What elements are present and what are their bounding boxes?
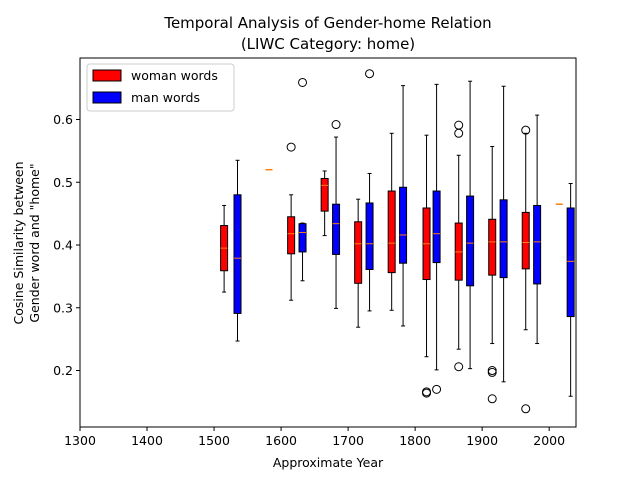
woman-box-1915 [487, 145, 497, 404]
y-tick-label: 0.4 [53, 238, 73, 253]
legend-frame [86, 63, 235, 112]
woman-box-rect [387, 190, 396, 274]
legend-swatch-man [92, 91, 122, 104]
man-box-1982 [533, 114, 542, 345]
man-box-1682 [331, 120, 341, 309]
legend-swatch-woman [92, 69, 122, 82]
x-axis-label: Approximate Year [273, 455, 384, 470]
man-box-1535 [233, 159, 242, 342]
x-tick-label: 1900 [466, 433, 498, 448]
woman-box-1715 [354, 198, 363, 328]
woman-outlier-point [487, 366, 497, 376]
chart-title-line2: (LIWC Category: home) [241, 35, 415, 53]
plot-area [220, 69, 575, 414]
legend-label-woman: woman words [131, 68, 218, 83]
man-box-2032 [566, 183, 575, 397]
woman-outlier-point [454, 362, 464, 372]
x-tick-label: 1700 [332, 433, 364, 448]
man-box-1732 [365, 69, 375, 312]
y-tick-label: 0.5 [53, 175, 73, 190]
man-box-rect [233, 194, 242, 314]
man-box-1832 [432, 83, 442, 394]
woman-box-1865 [454, 120, 464, 372]
man-box-rect [566, 207, 575, 318]
man-box-1932 [499, 85, 508, 383]
woman-outlier-point [422, 387, 432, 397]
woman-outlier-point [454, 120, 464, 130]
man-outlier-point [365, 69, 375, 79]
legend-label-man: man words [131, 90, 200, 105]
legend: woman words man words [86, 63, 235, 112]
x-tick-label: 1300 [64, 433, 96, 448]
y-axis-label-line2: Gender word and "home" [27, 163, 42, 322]
woman-box-1817 [422, 134, 432, 398]
woman-outlier-point [286, 142, 296, 152]
woman-outlier-point [487, 394, 497, 404]
man-outlier-point [432, 384, 442, 394]
woman-box-1515 [220, 204, 229, 293]
woman-outlier-point [454, 128, 464, 138]
x-tick-label: 1600 [265, 433, 297, 448]
y-tick-label: 0.3 [53, 300, 73, 315]
axis-ticks: 1300 1400 1500 1600 1700 1800 1900 2000 0.2 0.3 0.… [53, 112, 565, 448]
man-box-rect [399, 186, 408, 264]
woman-box-rect [287, 216, 296, 255]
man-box-rect [466, 195, 475, 287]
y-tick-label: 0.6 [53, 112, 73, 127]
man-box-rect [499, 199, 508, 279]
y-axis-label-line1: Cosine Similarity between [11, 161, 26, 324]
woman-outlier-point [521, 125, 531, 135]
axes-frame [79, 57, 577, 428]
x-tick-label: 1800 [399, 433, 431, 448]
woman-box-1765 [387, 132, 396, 311]
x-tick-label: 1400 [131, 433, 163, 448]
woman-box-rect [354, 221, 363, 284]
woman-box-rect [488, 218, 497, 276]
man-box-rect [533, 204, 542, 285]
x-tick-label: 2000 [533, 433, 565, 448]
woman-outlier-point [521, 404, 531, 414]
man-box-rect [298, 223, 307, 253]
man-box-1632 [298, 77, 308, 282]
woman-box-1615 [286, 142, 296, 301]
woman-box-rect [521, 211, 530, 270]
woman-box-1965 [521, 125, 531, 414]
y-tick-label: 0.2 [53, 363, 73, 378]
woman-box-1665 [320, 170, 329, 237]
x-tick-label: 1500 [198, 433, 230, 448]
man-outlier-point [298, 77, 308, 87]
woman-box-rect [320, 177, 329, 212]
man-box-rect [432, 190, 441, 264]
man-box-rect [332, 203, 341, 255]
man-outlier-point [331, 120, 341, 130]
chart-title-line1: Temporal Analysis of Gender-home Relatio… [163, 14, 491, 32]
man-box-rect [365, 202, 374, 270]
woman-outlier-point [487, 367, 497, 377]
man-box-1882 [466, 80, 475, 370]
man-box-1782 [399, 85, 408, 327]
